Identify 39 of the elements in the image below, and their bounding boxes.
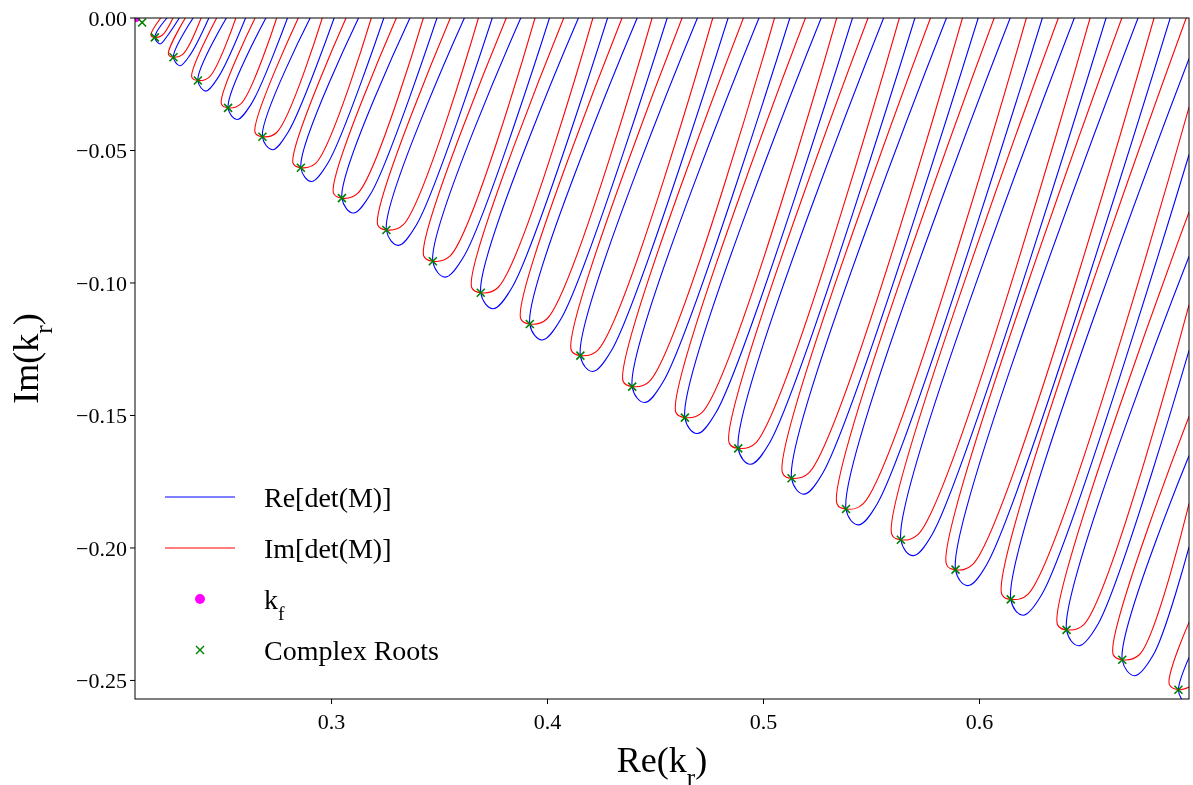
legend-label: Complex Roots	[264, 634, 440, 666]
point	[950, 564, 961, 575]
point	[786, 473, 797, 484]
point	[337, 193, 347, 203]
point	[137, 18, 147, 28]
y-tick-label: 0.00	[88, 5, 127, 31]
point	[257, 131, 268, 142]
y-tick-label: −0.25	[76, 668, 127, 694]
y-tick-label: −0.20	[76, 535, 127, 561]
point	[1061, 625, 1072, 635]
y-tick-label: −0.05	[76, 138, 127, 164]
point	[1006, 594, 1016, 605]
point	[193, 75, 203, 86]
point	[841, 504, 851, 514]
legend-label: k$_{f}$	[264, 583, 285, 624]
x-axis-title: Re(k$_{r}$)	[616, 740, 708, 785]
point	[525, 319, 535, 329]
x-tick-label: 0.5	[749, 709, 778, 734]
point	[1117, 654, 1128, 665]
x-tick-label: 0.3	[317, 709, 346, 734]
legend-label: Re[det(M)]	[264, 481, 392, 513]
x-tick-label: 0.4	[533, 709, 562, 734]
point	[475, 287, 486, 298]
point	[1173, 684, 1184, 695]
point	[168, 52, 179, 63]
point	[680, 412, 690, 423]
point	[223, 103, 233, 113]
point	[627, 381, 637, 392]
point	[733, 443, 744, 454]
point	[428, 256, 438, 267]
point	[381, 225, 392, 235]
point	[575, 350, 586, 361]
legend-label: Im[det(M)]	[264, 532, 392, 564]
y-tick-label: −0.15	[76, 403, 127, 429]
point	[150, 32, 160, 43]
y-tick-label: −0.10	[76, 270, 127, 296]
point	[296, 162, 306, 173]
point	[896, 534, 906, 545]
x-tick-label: 0.6	[965, 709, 994, 734]
